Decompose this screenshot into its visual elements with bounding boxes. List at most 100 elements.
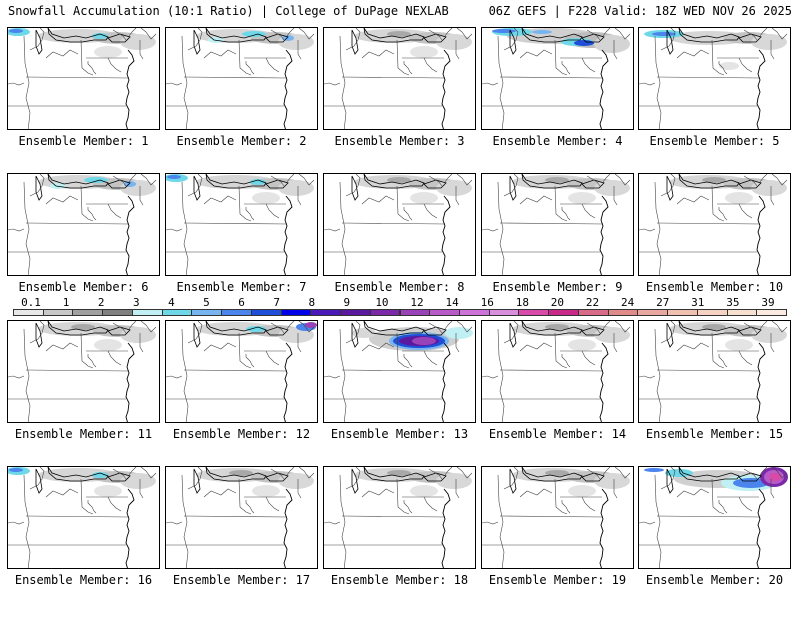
snowfall-map [165, 466, 318, 569]
map-graphic [324, 467, 475, 568]
map-graphic [8, 321, 159, 422]
ensemble-panel: Ensemble Member: 14 [481, 320, 634, 476]
colorbar-swatch [488, 309, 520, 316]
ensemble-member-label: Ensemble Member: 18 [330, 573, 469, 587]
snowfall-map [7, 27, 160, 130]
colorbar-tick-label: 35 [726, 296, 740, 309]
colorbar-swatch [250, 309, 282, 316]
colorbar-swatch [637, 309, 669, 316]
ensemble-panel: Ensemble Member: 6 [7, 173, 160, 329]
map-graphic [482, 321, 633, 422]
colorbar-tick-label: 22 [585, 296, 600, 309]
ensemble-member-label: Ensemble Member: 2 [176, 134, 307, 148]
map-graphic [639, 28, 790, 129]
ensemble-member-label: Ensemble Member: 17 [172, 573, 311, 587]
colorbar-swatch [577, 309, 609, 316]
colorbar-swatch [161, 309, 193, 316]
snowfall-map [481, 173, 634, 276]
map-graphic [324, 321, 475, 422]
snowfall-map [323, 173, 476, 276]
ensemble-panel: Ensemble Member: 2 [165, 27, 318, 183]
colorbar-tick-label: 12 [410, 296, 424, 309]
colorbar-tick-label: 10 [375, 296, 389, 309]
colorbar-swatch [280, 309, 312, 316]
colorbar-swatch [340, 309, 371, 316]
colorbar-tick-label: 2 [97, 296, 105, 309]
snowfall-map [7, 173, 160, 276]
ensemble-panel: Ensemble Member: 13 [323, 320, 476, 476]
ensemble-panel: Ensemble Member: 15 [638, 320, 791, 476]
map-title: Snowfall Accumulation (10:1 Ratio) | Col… [8, 4, 449, 18]
colorbar-swatch [13, 309, 44, 316]
ensemble-panel: Ensemble Member: 5 [638, 27, 791, 183]
snowfall-map [481, 27, 634, 130]
colorbar-swatch [131, 309, 163, 316]
colorbar-tick-label: 9 [343, 296, 351, 309]
colorbar-swatch [42, 309, 74, 316]
map-graphic [166, 467, 317, 568]
ensemble-panel: Ensemble Member: 17 [165, 466, 318, 622]
map-graphic [8, 28, 159, 129]
ensemble-panel: Ensemble Member: 12 [165, 320, 318, 476]
valid-time-label: 06Z GEFS | F228 Valid: 18Z WED NOV 26 20… [488, 4, 792, 18]
map-graphic [639, 321, 790, 422]
colorbar-swatch [696, 309, 728, 316]
snowfall-map [165, 320, 318, 423]
ensemble-panel: Ensemble Member: 16 [7, 466, 160, 622]
colorbar-swatch [667, 309, 698, 316]
colorbar-tick-label: 0.1 [21, 296, 41, 309]
colorbar-tick-label: 6 [238, 296, 245, 309]
ensemble-panel: Ensemble Member: 4 [481, 27, 634, 183]
colorbar-tick-label: 16 [480, 296, 494, 309]
snowfall-map [481, 466, 634, 569]
ensemble-member-label: Ensemble Member: 19 [488, 573, 627, 587]
map-graphic [8, 174, 159, 275]
snowfall-map [323, 466, 476, 569]
ensemble-panel: Ensemble Member: 19 [481, 466, 634, 622]
ensemble-member-label: Ensemble Member: 11 [14, 427, 153, 441]
ensemble-member-label: Ensemble Member: 6 [18, 280, 149, 294]
ensemble-member-label: Ensemble Member: 5 [649, 134, 780, 148]
colorbar-swatch [191, 309, 223, 316]
colorbar-swatch [756, 309, 787, 316]
snowfall-map [323, 320, 476, 423]
ensemble-panel: Ensemble Member: 10 [638, 173, 791, 329]
snowfall-map [165, 27, 318, 130]
ensemble-panel: Ensemble Member: 8 [323, 173, 476, 329]
map-graphic [482, 174, 633, 275]
snowfall-map [638, 320, 791, 423]
colorbar-swatch [399, 309, 431, 316]
ensemble-member-label: Ensemble Member: 20 [645, 573, 784, 587]
colorbar-swatch [102, 309, 133, 316]
ensemble-member-label: Ensemble Member: 4 [492, 134, 623, 148]
colorbar-swatch [518, 309, 550, 316]
ensemble-member-label: Ensemble Member: 1 [18, 134, 149, 148]
colorbar-swatch [458, 309, 490, 316]
colorbar-tick-label: 14 [445, 296, 459, 309]
ensemble-panel: Ensemble Member: 3 [323, 27, 476, 183]
map-graphic [482, 467, 633, 568]
colorbar-tick-label: 27 [656, 296, 670, 309]
ensemble-member-label: Ensemble Member: 10 [645, 280, 784, 294]
ensemble-panel: Ensemble Member: 7 [165, 173, 318, 329]
colorbar-swatch [726, 309, 758, 316]
ensemble-panel: Ensemble Member: 1 [7, 27, 160, 183]
colorbar-swatch [72, 309, 104, 316]
colorbar-tick-label: 8 [308, 296, 316, 309]
ensemble-panel: Ensemble Member: 20 [638, 466, 791, 622]
snowfall-map [7, 466, 160, 569]
colorbar-swatch [548, 309, 579, 316]
map-graphic [639, 467, 790, 568]
colorbar-swatch [310, 309, 342, 316]
ensemble-member-label: Ensemble Member: 15 [645, 427, 784, 441]
snowfall-colorbar: 0.1 1 2 3 4 5 6 7 8 9 10 12 14 16 18 20 22 24 27 31 35 39 [13, 296, 787, 317]
ensemble-panel: Ensemble Member: 9 [481, 173, 634, 329]
colorbar-tick-label: 5 [203, 296, 210, 309]
colorbar-tick-label: 1 [62, 296, 70, 309]
colorbar-swatch [607, 309, 639, 316]
colorbar-tick-label: 39 [761, 296, 775, 309]
colorbar-tick-label: 18 [515, 296, 529, 309]
snowfall-map [165, 173, 318, 276]
map-graphic [324, 28, 475, 129]
map-graphic [166, 28, 317, 129]
